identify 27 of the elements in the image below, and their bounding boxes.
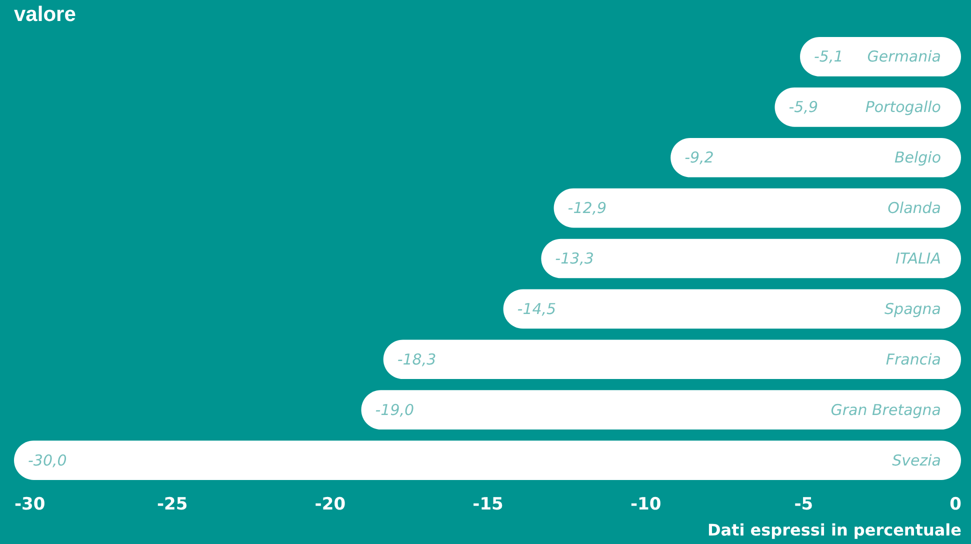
data-label: -19,0 <box>375 400 414 419</box>
x-tick-label: -15 <box>472 494 504 514</box>
data-label: -5,9 <box>788 98 818 116</box>
y-tick-label: Svezia <box>892 451 941 470</box>
y-tick-label: Francia <box>886 350 941 368</box>
x-tick-label: -25 <box>156 494 188 514</box>
data-label: -9,2 <box>684 148 714 167</box>
data-label: -12,9 <box>568 199 607 218</box>
data-label: -14,5 <box>517 300 556 318</box>
x-tick-label: -5 <box>794 494 814 514</box>
data-label: -13,3 <box>555 250 594 268</box>
y-tick-label: ITALIA <box>895 250 941 268</box>
chart-title: valore <box>14 3 76 26</box>
y-tick-label: Belgio <box>894 148 941 167</box>
y-tick-label: Portogallo <box>865 98 941 116</box>
data-label: -30,0 <box>28 451 67 470</box>
y-tick-label: Gran Bretagna <box>830 400 941 419</box>
y-tick-label: Olanda <box>888 199 941 218</box>
x-tick-label: -30 <box>14 494 46 514</box>
x-tick-label: -10 <box>630 494 662 514</box>
x-tick-label: -20 <box>314 494 346 514</box>
data-label: -18,3 <box>397 350 436 368</box>
y-tick-label: Spagna <box>884 300 941 318</box>
data-label: -5,1 <box>814 48 844 66</box>
x-axis-title: Dati espressi in percentuale <box>708 520 962 540</box>
y-tick-label: Germania <box>867 48 941 66</box>
x-tick-label: 0 <box>950 494 962 514</box>
